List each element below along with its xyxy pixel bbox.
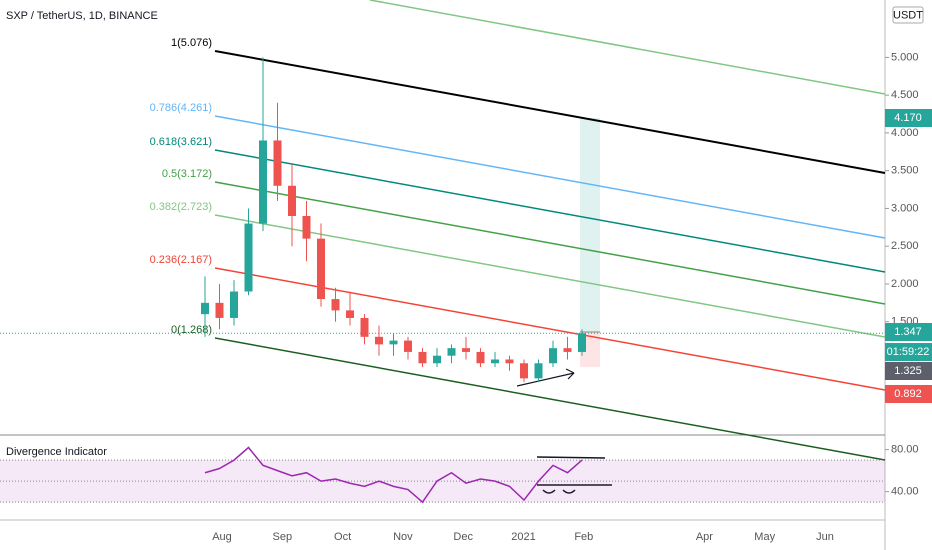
y-tick-label: 2.500 <box>891 240 919 252</box>
candle-body <box>259 140 267 224</box>
x-tick-label: Nov <box>393 531 413 543</box>
x-tick-label: 2021 <box>511 531 535 543</box>
fib-label: 0.786(4.261) <box>150 102 212 114</box>
price-tag-label: 01:59:22 <box>887 346 930 358</box>
candle-body <box>215 302 224 318</box>
x-tick-label: May <box>754 531 775 543</box>
fib-line <box>214 337 886 461</box>
candle-body <box>389 340 398 345</box>
candle-body <box>549 348 557 364</box>
candle-body <box>230 291 238 318</box>
candle-body <box>534 363 543 379</box>
fib-label: 0.618(3.621) <box>150 136 212 148</box>
target-zone <box>580 118 600 332</box>
fib-line <box>214 115 886 239</box>
x-tick-label: Sep <box>273 531 293 543</box>
candle-body <box>578 333 586 352</box>
fib-line <box>214 214 886 338</box>
price-tag-label: 1.325 <box>894 365 922 377</box>
fib-label: 0.382(2.723) <box>150 201 212 213</box>
fib-label: 0.5(3.172) <box>162 168 212 180</box>
candle-body <box>447 348 456 356</box>
price-tag <box>885 362 932 380</box>
indicator-name: Divergence Indicator <box>6 446 107 458</box>
price-tag <box>885 323 932 341</box>
candle-body <box>563 348 572 352</box>
fib-line <box>214 181 886 305</box>
arrow <box>516 372 575 387</box>
candle-body <box>273 140 282 186</box>
channel-line <box>369 0 886 95</box>
y-tick-label: 4.500 <box>891 89 919 101</box>
indicator-line <box>204 446 583 504</box>
price-tag-label: 1.347 <box>894 326 922 338</box>
candle-body <box>244 223 253 292</box>
y-tick-label: 4.000 <box>891 127 919 139</box>
candle-body <box>288 185 296 216</box>
y-tick-label: 3.500 <box>891 165 919 177</box>
y-tick-label: 3.000 <box>891 202 919 214</box>
fib-line <box>214 267 886 391</box>
fib-line <box>214 149 886 273</box>
x-tick-label: Feb <box>574 531 593 543</box>
candle-body <box>462 348 470 352</box>
x-tick-label: Apr <box>696 531 713 543</box>
candle-body <box>476 351 485 364</box>
candle-body <box>433 355 441 364</box>
x-tick-label: Jun <box>816 531 834 543</box>
fib-label: 0.236(2.167) <box>150 254 212 266</box>
price-tag <box>885 109 932 127</box>
candle-body <box>346 310 354 318</box>
candle-body <box>317 238 325 300</box>
x-tick-label: Oct <box>334 531 351 543</box>
y-tick-label: 5.000 <box>891 51 919 63</box>
candle-body <box>302 215 311 239</box>
price-tag <box>885 343 932 361</box>
candle-body <box>418 351 427 364</box>
candle-body <box>360 317 369 337</box>
candle-body <box>491 359 499 364</box>
currency-label: USDT <box>893 9 923 21</box>
x-tick-label: Aug <box>212 531 232 543</box>
currency-badge[interactable] <box>892 6 924 24</box>
y-tick-label: 40.00 <box>891 486 919 498</box>
divergence-marks <box>542 489 576 494</box>
divergence-line <box>536 456 606 459</box>
candle-body <box>505 359 514 364</box>
x-tick-label: Dec <box>453 531 473 543</box>
fib-label: 1(5.076) <box>171 37 212 49</box>
price-tag-label: 4.170 <box>894 112 922 124</box>
fib-line <box>214 50 886 174</box>
candle-body <box>375 336 383 345</box>
fib-label: 0(1.268) <box>171 324 212 336</box>
price-tag <box>885 385 932 403</box>
y-tick-label: 2.000 <box>891 278 919 290</box>
price-tag-label: 0.892 <box>894 388 922 400</box>
chart-title: SXP / TetherUS, 1D, BINANCE <box>6 10 158 22</box>
candle-body <box>520 363 528 379</box>
candle-body <box>201 302 209 315</box>
arrow-head <box>565 368 575 380</box>
y-tick-label: 80.00 <box>891 444 919 456</box>
candle-body <box>331 299 340 311</box>
candle-body <box>404 340 412 352</box>
